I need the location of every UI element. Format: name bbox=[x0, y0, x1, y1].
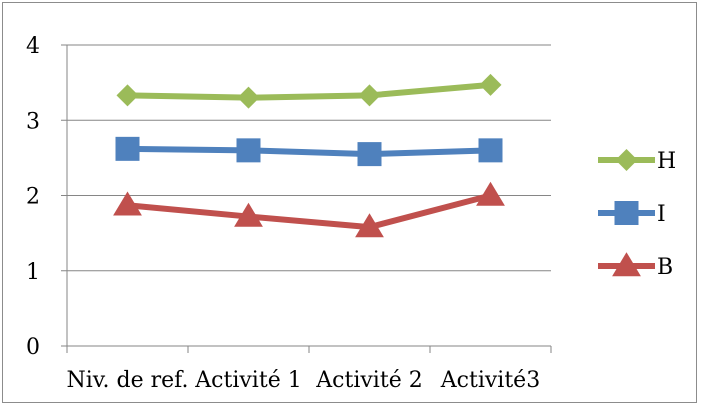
gridlines bbox=[61, 44, 551, 347]
data-point-B bbox=[113, 191, 142, 216]
data-point-H bbox=[237, 86, 260, 109]
data-point-H bbox=[479, 73, 502, 96]
legend-marker bbox=[612, 252, 641, 277]
series-line-H bbox=[127, 81, 491, 101]
legend-label: H bbox=[657, 149, 676, 174]
y-tick-label: 2 bbox=[26, 185, 40, 210]
series-group bbox=[113, 73, 505, 238]
legend-item-I: I bbox=[598, 201, 666, 227]
legend-label: B bbox=[657, 255, 673, 280]
y-tick-label: 4 bbox=[26, 34, 40, 59]
x-tick-label: Activité3 bbox=[440, 368, 540, 393]
y-tick-label: 3 bbox=[26, 109, 40, 134]
legend-marker bbox=[615, 149, 638, 171]
legend-label: I bbox=[657, 202, 666, 227]
axes bbox=[66, 45, 552, 353]
data-point-I bbox=[115, 136, 140, 161]
series-H bbox=[116, 73, 502, 109]
series-line-I bbox=[127, 145, 491, 158]
x-tick-label: Activité 1 bbox=[194, 368, 301, 393]
legend-item-B: B bbox=[598, 252, 673, 280]
series-line-B bbox=[127, 192, 492, 231]
legend-item-H: H bbox=[598, 149, 676, 174]
data-point-H bbox=[116, 84, 139, 107]
data-point-B bbox=[234, 202, 263, 227]
series-I bbox=[115, 136, 503, 167]
y-tick-label: 0 bbox=[26, 335, 40, 360]
legend-marker bbox=[614, 201, 639, 225]
series-B bbox=[113, 181, 505, 238]
x-tick-label: Activité 2 bbox=[315, 368, 422, 393]
data-point-H bbox=[358, 84, 381, 107]
legend: H I B bbox=[598, 149, 676, 280]
data-point-B bbox=[476, 181, 505, 206]
x-tick-label: Niv. de ref. bbox=[66, 368, 188, 393]
data-point-I bbox=[478, 138, 503, 163]
data-point-I bbox=[357, 142, 382, 167]
data-point-B bbox=[355, 213, 384, 238]
x-tick-labels: Niv. de ref. Activité 1 Activité 2 Activité… bbox=[66, 368, 540, 393]
data-point-I bbox=[236, 138, 261, 163]
y-tick-label: 1 bbox=[26, 260, 40, 285]
y-tick-labels: 0 1 2 3 4 bbox=[26, 34, 40, 360]
